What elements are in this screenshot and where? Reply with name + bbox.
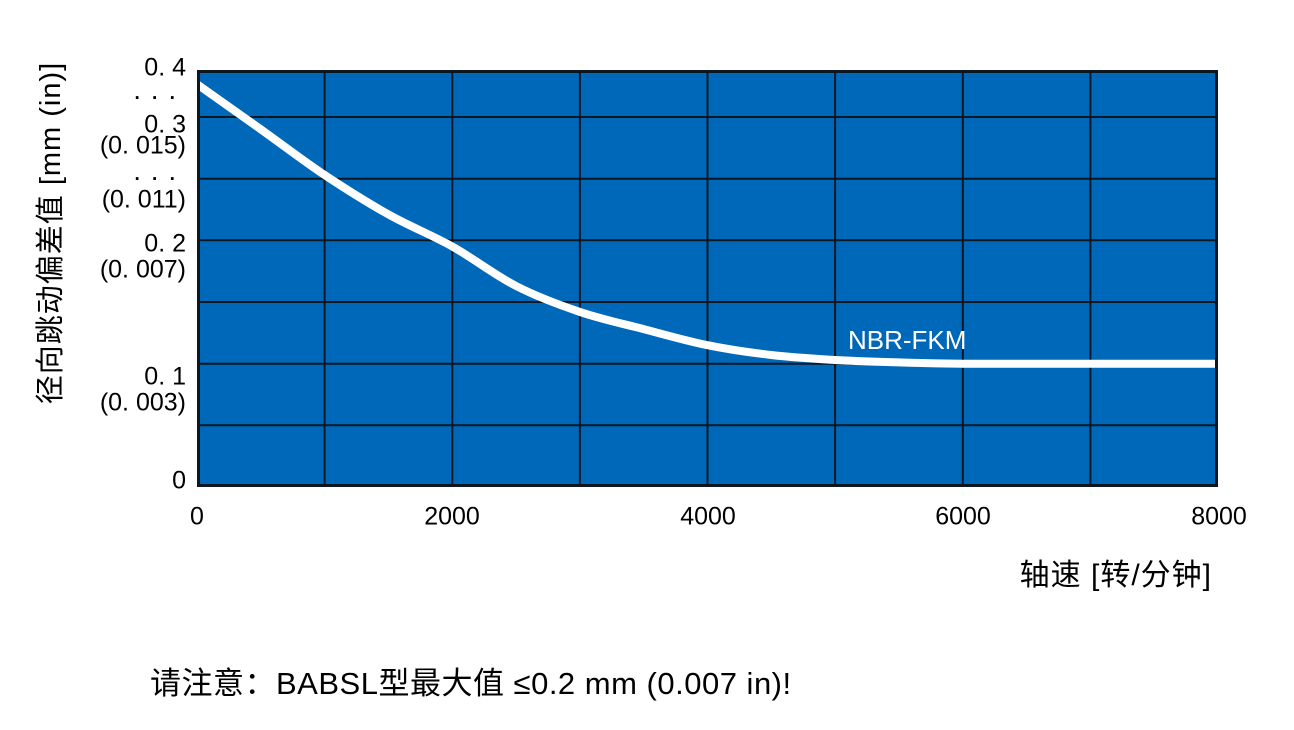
y-axis-tick-labels: 0. 4 · · · 0. 3 (0. 015) · · · (0. 011) … [0, 0, 188, 540]
y-tick-mm-0.1: 0. 1 [144, 362, 186, 391]
y-tick-mm-0.2: 0. 2 [144, 229, 186, 258]
x-tick-0: 0 [190, 502, 204, 531]
y-tick-mm-0.3: 0. 3 [144, 110, 186, 139]
y-tick-mm-0.4: 0. 4 [144, 53, 186, 82]
x-tick-6000: 6000 [935, 502, 991, 531]
series-label-nbr-fkm: NBR-FKM [848, 325, 967, 355]
y-tick-in-0.003: (0. 003) [99, 388, 186, 417]
y-tick-in-0.011: (0. 011) [101, 185, 186, 214]
y-tick-in-0.007: (0. 007) [99, 255, 186, 284]
plot-svg [197, 70, 1218, 487]
y-tick-in-0.015: (0. 015) [99, 131, 186, 160]
plot-area: NBR-FKM [197, 70, 1218, 487]
series-curve-nbr-fkm [197, 80, 1218, 368]
x-tick-8000: 8000 [1191, 502, 1247, 531]
note-text: 请注意：BABSL型最大值 ≤0.2 mm (0.007 in)! [150, 666, 792, 701]
axis-break-dots-icon: · · · [134, 88, 179, 109]
x-axis-title: 轴速 [转/分钟] [1019, 559, 1212, 592]
axis-break-dots-icon: · · · [134, 169, 179, 190]
x-tick-4000: 4000 [680, 502, 736, 531]
x-tick-2000: 2000 [424, 502, 480, 531]
plot-border [197, 70, 1218, 487]
y-tick-mm-0: 0 [172, 466, 186, 495]
grid-lines [197, 70, 1218, 487]
